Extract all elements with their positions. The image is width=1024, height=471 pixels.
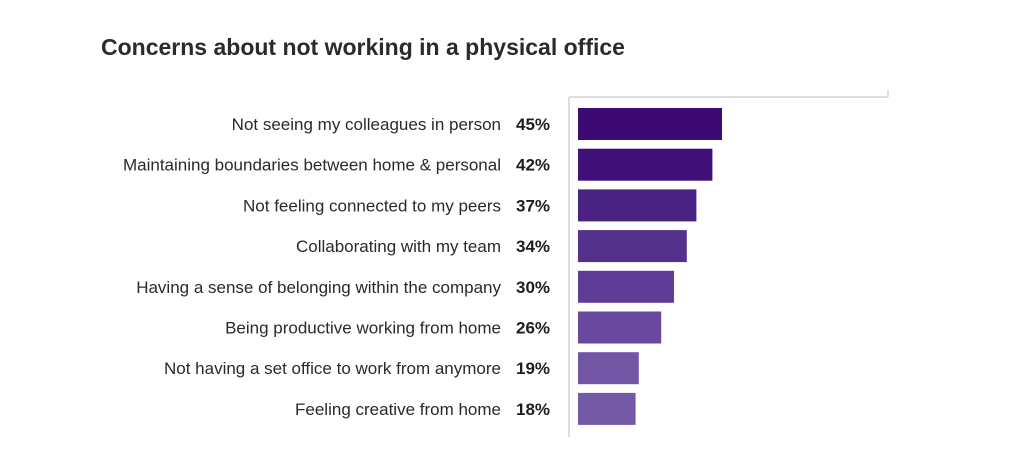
category-label: Not feeling connected to my peers [243,196,501,215]
category-label: Not having a set office to work from any… [164,359,501,378]
bar [578,148,713,181]
labels: Not seeing my colleagues in person 45% Mai… [123,115,550,419]
bar [578,230,687,263]
bar [578,392,636,425]
bar [578,270,674,303]
value-label: 37% [516,196,550,215]
bar [578,189,697,222]
value-label: 19% [516,359,550,378]
value-label: 18% [516,400,550,419]
value-label: 26% [516,319,550,338]
category-label: Feeling creative from home [295,400,501,419]
category-label: Being productive working from home [225,319,501,338]
chart-axes [568,90,889,437]
value-label: 30% [516,278,550,297]
category-label: Collaborating with my team [296,237,501,256]
category-label: Maintaining boundaries between home & pe… [123,156,501,175]
category-label: Having a sense of belonging within the c… [136,278,501,297]
bars [578,108,722,425]
chart-title: Concerns about not working in a physical… [101,34,625,60]
category-label: Not seeing my colleagues in person [232,115,501,134]
bar [578,311,662,344]
value-label: 34% [516,237,550,256]
value-label: 45% [516,115,550,134]
bar [578,352,639,385]
value-label: 42% [516,156,550,175]
bar [578,108,722,140]
